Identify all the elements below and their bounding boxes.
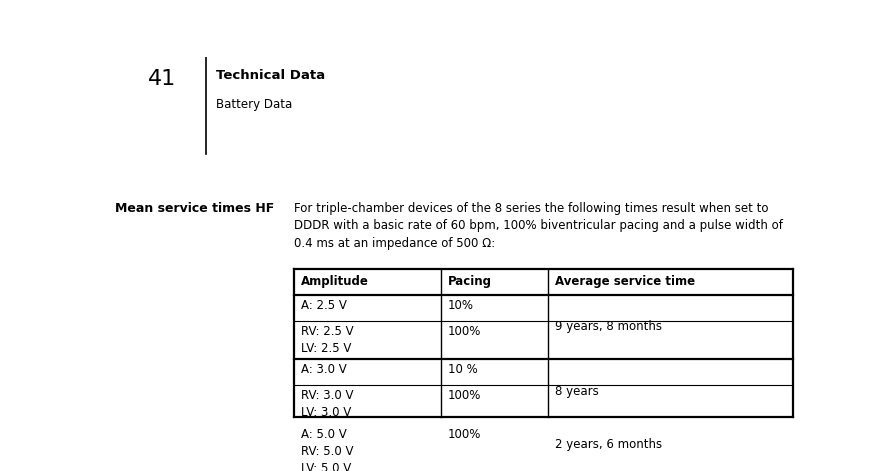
Text: Battery Data: Battery Data bbox=[216, 98, 292, 111]
Text: 2 years, 6 months: 2 years, 6 months bbox=[555, 438, 662, 451]
Text: RV: 3.0 V
LV: 3.0 V: RV: 3.0 V LV: 3.0 V bbox=[301, 390, 353, 420]
Text: 10%: 10% bbox=[448, 299, 474, 312]
Text: 8 years: 8 years bbox=[555, 385, 599, 398]
Text: 100%: 100% bbox=[448, 390, 481, 402]
Text: 41: 41 bbox=[148, 69, 175, 89]
Text: Pacing: Pacing bbox=[448, 275, 492, 288]
Text: Mean service times HF: Mean service times HF bbox=[115, 202, 274, 215]
Text: A: 5.0 V
RV: 5.0 V
LV: 5.0 V: A: 5.0 V RV: 5.0 V LV: 5.0 V bbox=[301, 428, 353, 471]
Text: A: 3.0 V: A: 3.0 V bbox=[301, 363, 347, 376]
Text: A: 2.5 V: A: 2.5 V bbox=[301, 299, 347, 312]
Text: 100%: 100% bbox=[448, 325, 481, 338]
Text: 9 years, 8 months: 9 years, 8 months bbox=[555, 320, 662, 333]
Text: 10 %: 10 % bbox=[448, 363, 478, 376]
Text: 100%: 100% bbox=[448, 428, 481, 440]
Text: Average service time: Average service time bbox=[555, 275, 695, 288]
Text: Technical Data: Technical Data bbox=[216, 69, 325, 82]
Text: For triple-chamber devices of the 8 series the following times result when set t: For triple-chamber devices of the 8 seri… bbox=[294, 202, 783, 250]
Text: RV: 2.5 V
LV: 2.5 V: RV: 2.5 V LV: 2.5 V bbox=[301, 325, 353, 355]
Text: Amplitude: Amplitude bbox=[301, 275, 368, 288]
